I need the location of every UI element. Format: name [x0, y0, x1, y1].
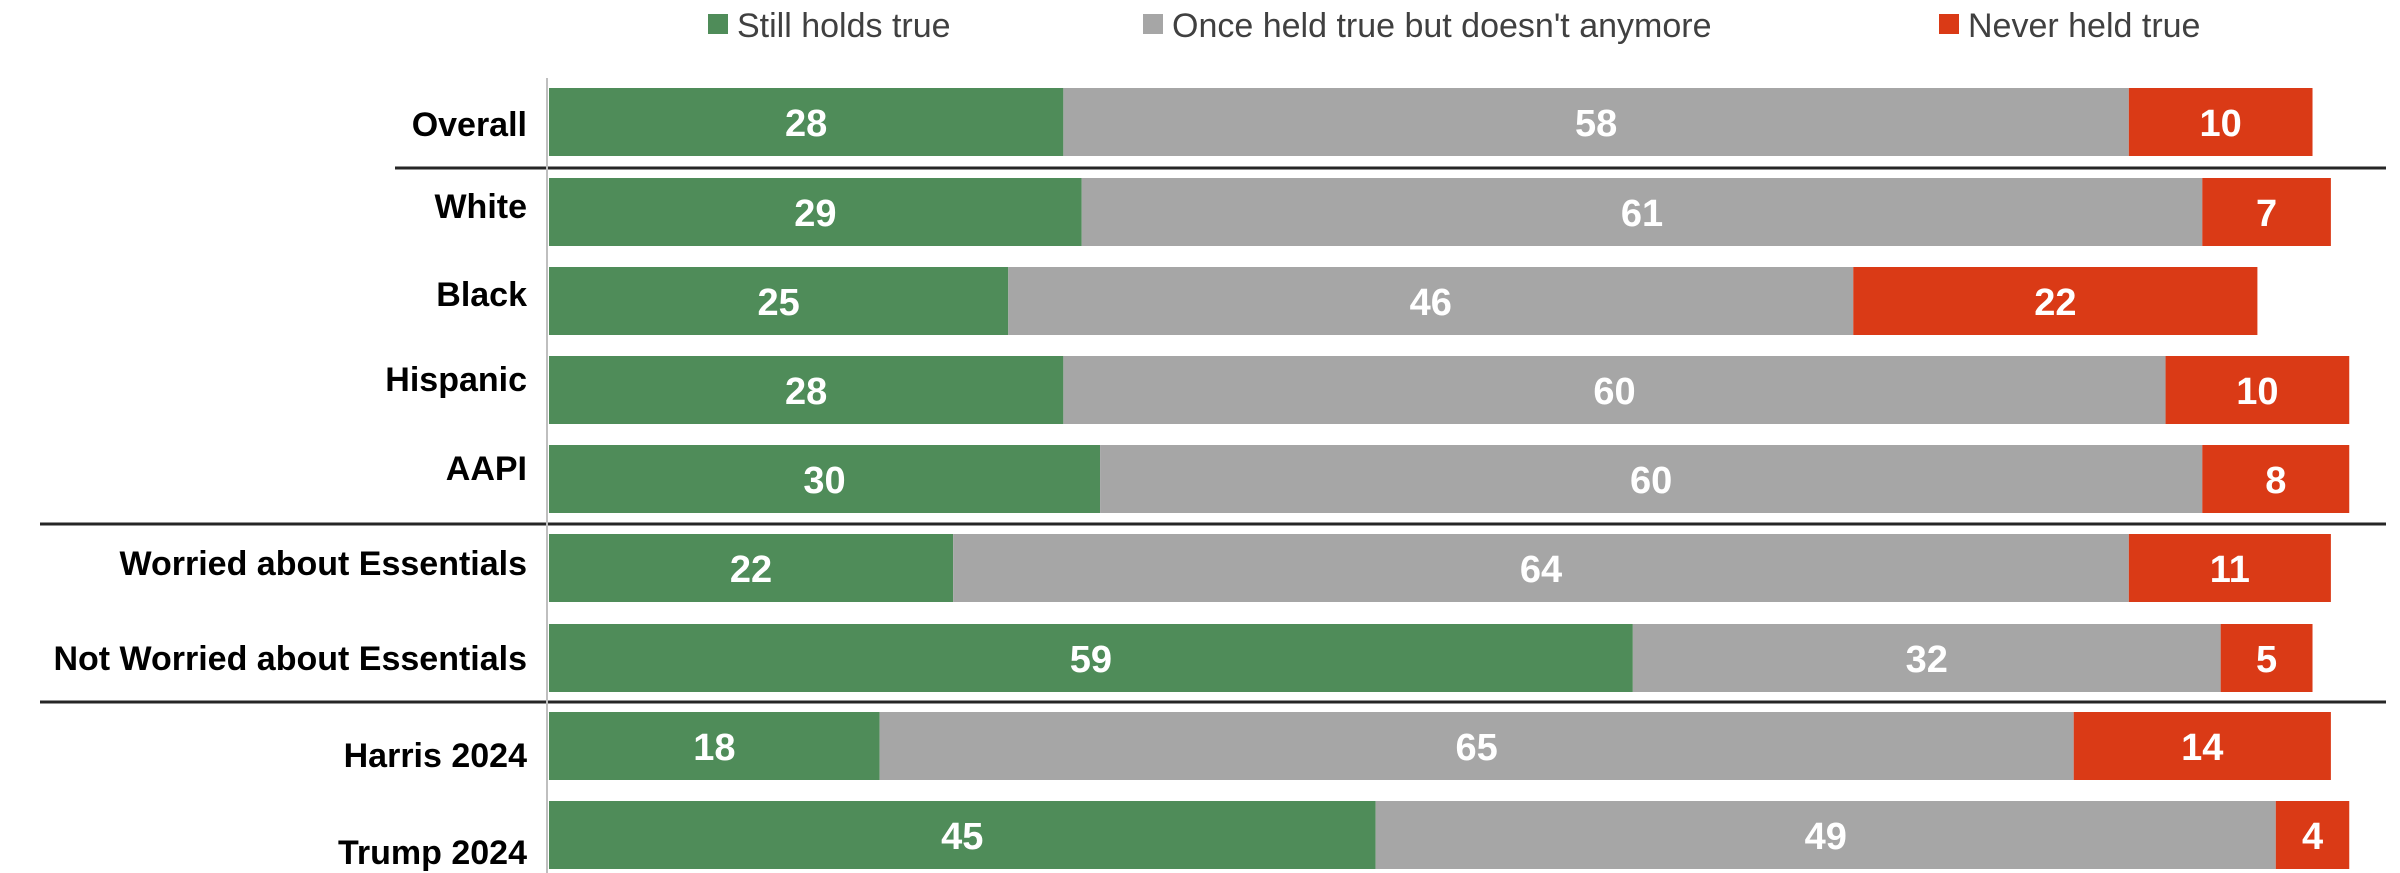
bar-segment-never-held-true	[2275, 801, 2350, 869]
category-label: Hispanic	[385, 361, 527, 399]
bar-row-trump-2024: 45 49 4	[549, 801, 2350, 869]
legend-label: Never held true	[1968, 7, 2200, 45]
bar-segment-once-held-true-but-doesn-t-anymore	[879, 712, 2074, 780]
legend-label: Still holds true	[737, 7, 951, 45]
bar-segment-still-holds-true	[549, 534, 954, 602]
data-label: 64	[1520, 549, 1562, 591]
legend-swatch	[1939, 14, 1959, 34]
group-separators	[40, 166, 2386, 704]
bar-row-white: 29 61 7	[549, 178, 2331, 246]
data-label: 10	[2200, 103, 2242, 145]
data-label: 28	[785, 371, 827, 413]
data-label: 46	[1410, 282, 1452, 324]
bar-row-not-worried-about-essentials: 59 32 5	[549, 624, 2313, 692]
bar-segment-once-held-true-but-doesn-t-anymore	[1375, 801, 2276, 869]
data-label: 11	[2210, 549, 2250, 591]
bar-segment-once-held-true-but-doesn-t-anymore	[1008, 267, 1854, 335]
data-label: 61	[1621, 193, 1663, 235]
bar-row-overall: 28 58 10	[549, 88, 2313, 156]
bar-segment-never-held-true	[2220, 624, 2313, 692]
bars: 28 58 10 29 61 7 25 46 22 28 60 10 30 60 8 22 64 11 59 32 5 1…	[549, 88, 2350, 869]
data-label: 60	[1630, 460, 1672, 502]
data-label: 14	[2181, 727, 2223, 769]
data-label: 5	[2256, 639, 2277, 681]
data-label: 29	[794, 193, 836, 235]
legend-label: Once held true but doesn't anymore	[1172, 7, 1711, 45]
data-label: 58	[1575, 103, 1617, 145]
bar-segment-never-held-true	[2128, 88, 2313, 156]
category-labels: Overall White Black Hispanic AAPI Worried abo…	[53, 106, 527, 872]
bar-segment-once-held-true-but-doesn-t-anymore	[1632, 624, 2221, 692]
category-label: Harris 2024	[344, 737, 527, 775]
data-label: 32	[1906, 639, 1948, 681]
data-label: 10	[2236, 371, 2278, 413]
bar-segment-still-holds-true	[549, 178, 1082, 246]
data-label: 4	[2302, 816, 2323, 858]
bar-segment-never-held-true	[2165, 356, 2350, 424]
data-label: 49	[1805, 816, 1847, 858]
bar-segment-never-held-true	[1853, 267, 2258, 335]
bar-segment-never-held-true	[2202, 178, 2331, 246]
data-label: 8	[2265, 460, 2286, 502]
data-label: 30	[803, 460, 845, 502]
data-label: 28	[785, 103, 827, 145]
data-label: 60	[1593, 371, 1635, 413]
bar-segment-never-held-true	[2073, 712, 2331, 780]
bar-row-black: 25 46 22	[549, 267, 2258, 335]
bar-row-hispanic: 28 60 10	[549, 356, 2350, 424]
category-label: AAPI	[446, 450, 527, 488]
category-label: Worried about Essentials	[120, 545, 527, 583]
bar-row-aapi: 30 60 8	[549, 445, 2350, 513]
data-label: 59	[1070, 639, 1112, 681]
bar-segment-still-holds-true	[549, 712, 880, 780]
category-label: Overall	[412, 106, 527, 144]
bar-row-harris-2024: 18 65 14	[549, 712, 2331, 780]
category-label: White	[434, 188, 527, 226]
bar-segment-once-held-true-but-doesn-t-anymore	[953, 534, 2129, 602]
data-label: 45	[941, 816, 983, 858]
legend-item-never-held-true: Never held true	[1939, 7, 2200, 45]
legend: Still holds true Once held true but doesn…	[708, 7, 2200, 45]
bar-segment-never-held-true	[2202, 445, 2350, 513]
legend-item-once-held-true-but-doesn-t-anymore: Once held true but doesn't anymore	[1143, 7, 1711, 45]
data-label: 65	[1456, 727, 1498, 769]
bar-segment-once-held-true-but-doesn-t-anymore	[1063, 356, 2166, 424]
bar-segment-never-held-true	[2128, 534, 2331, 602]
data-label: 7	[2256, 193, 2277, 235]
data-label: 25	[757, 282, 799, 324]
category-label: Not Worried about Essentials	[53, 640, 527, 678]
legend-swatch	[708, 14, 728, 34]
bar-segment-still-holds-true	[549, 445, 1101, 513]
bar-segment-once-held-true-but-doesn-t-anymore	[1063, 88, 2129, 156]
data-label: 18	[693, 727, 735, 769]
category-label: Trump 2024	[338, 834, 527, 872]
data-label: 22	[730, 549, 772, 591]
bar-segment-still-holds-true	[549, 267, 1009, 335]
legend-item-still-holds-true: Still holds true	[708, 7, 951, 45]
bar-segment-still-holds-true	[549, 624, 1633, 692]
bar-segment-still-holds-true	[549, 801, 1376, 869]
bar-segment-still-holds-true	[549, 88, 1064, 156]
legend-swatch	[1143, 14, 1163, 34]
data-label: 22	[2034, 282, 2076, 324]
bar-segment-once-held-true-but-doesn-t-anymore	[1100, 445, 2203, 513]
bar-segment-still-holds-true	[549, 356, 1064, 424]
bar-segment-once-held-true-but-doesn-t-anymore	[1081, 178, 2203, 246]
category-label: Black	[436, 276, 527, 314]
bar-row-worried-about-essentials: 22 64 11	[549, 534, 2331, 602]
